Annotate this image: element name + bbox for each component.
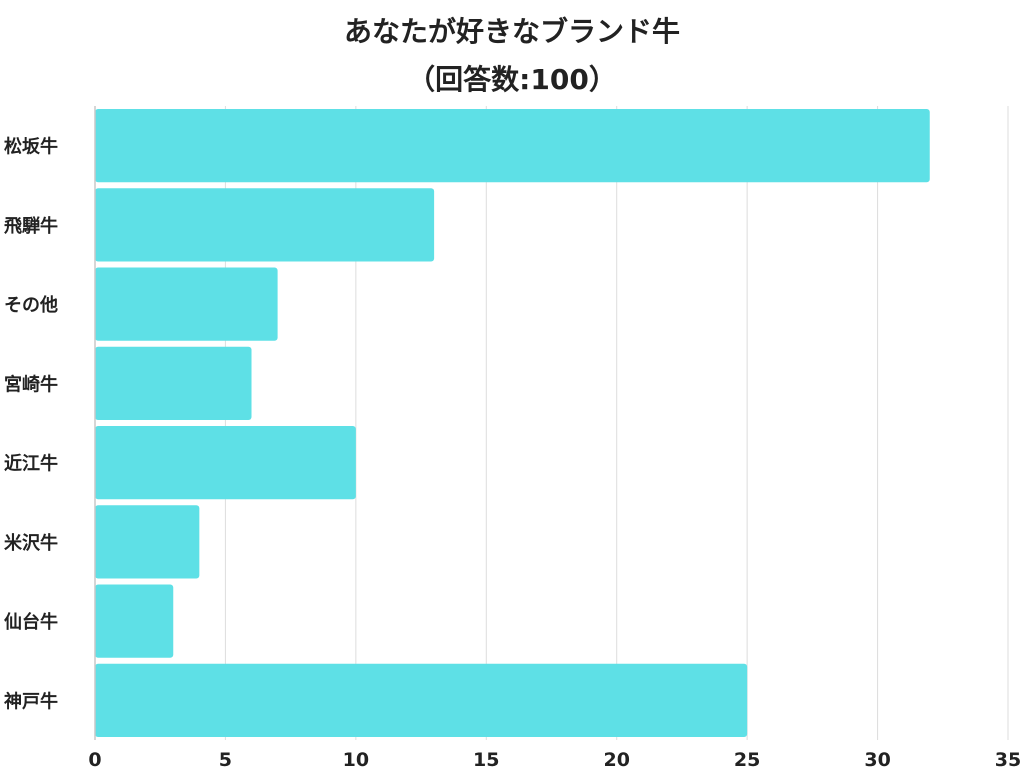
x-tick-label-5: 5 xyxy=(219,749,232,768)
chart-title: あなたが好きなブランド牛 xyxy=(343,15,680,48)
bar-8 xyxy=(95,663,748,737)
x-tick-label-15: 15 xyxy=(473,749,499,768)
y-category-label-5: 近江牛 xyxy=(4,453,58,475)
bar-7 xyxy=(95,584,174,658)
x-tick-label-25: 25 xyxy=(734,749,760,768)
bar-1 xyxy=(95,109,930,183)
bar-2 xyxy=(95,188,435,262)
y-category-label-3: その他 xyxy=(4,294,58,316)
bar-5 xyxy=(95,426,356,500)
y-category-label-2: 飛騨牛 xyxy=(4,215,58,237)
x-tick-label-10: 10 xyxy=(343,749,369,768)
y-category-label-6: 米沢牛 xyxy=(4,532,58,554)
y-category-label-8: 神戸牛 xyxy=(4,690,58,712)
y-category-label-1: 松坂牛 xyxy=(4,136,58,158)
y-category-label-4: 宮崎牛 xyxy=(4,373,58,395)
x-tick-label-30: 30 xyxy=(864,749,890,768)
x-tick-label-0: 0 xyxy=(88,749,101,768)
bar-4 xyxy=(95,346,252,420)
x-tick-label-20: 20 xyxy=(603,749,629,768)
y-category-label-7: 仙台牛 xyxy=(4,611,58,633)
bars xyxy=(95,109,930,737)
bar-6 xyxy=(95,505,200,579)
chart-subtitle: （回答数:100） xyxy=(407,63,617,96)
x-tick-label-35: 35 xyxy=(995,749,1021,768)
bar-3 xyxy=(95,267,278,341)
